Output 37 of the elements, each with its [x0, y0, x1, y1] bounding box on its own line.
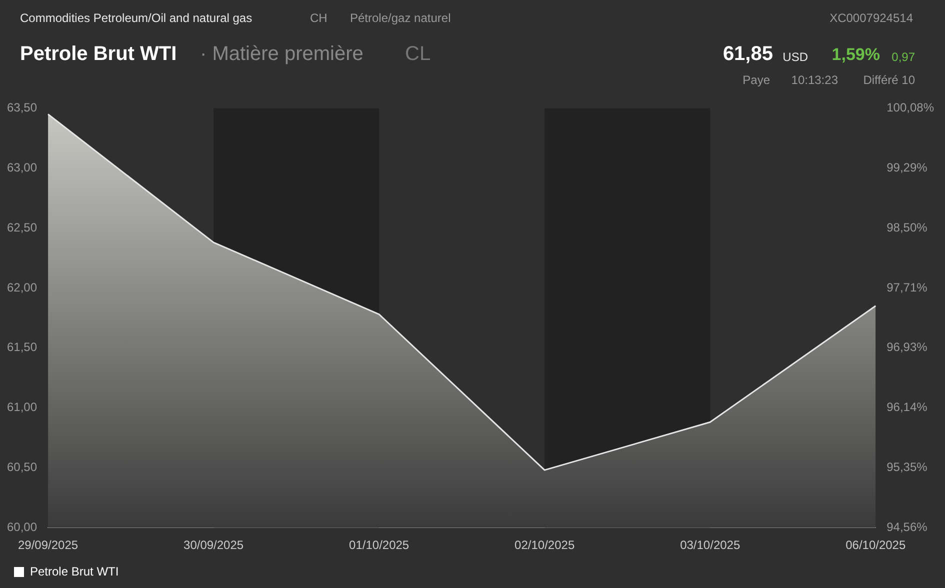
- y-tick-label: 61,50: [7, 340, 38, 354]
- y-tick-label: 60,00: [7, 520, 38, 534]
- y-tick-label: 63,00: [7, 160, 38, 174]
- text: Commodities Petroleum/Oil and natural gas: [20, 11, 252, 25]
- text: CH: [310, 11, 328, 25]
- text: 10:13:23: [791, 73, 838, 87]
- y2-tick-label: 94,56%: [886, 520, 928, 534]
- x-tick-label: 06/10/2025: [846, 538, 906, 552]
- y2-tick-label: 96,93%: [886, 340, 928, 354]
- y-tick-label: 62,00: [7, 280, 38, 294]
- chart-title: Petrole Brut WTI: [20, 43, 177, 66]
- text: USD: [782, 50, 808, 64]
- y2-tick-label: 96,14%: [886, 400, 928, 414]
- y2-tick-label: 98,50%: [886, 220, 928, 235]
- text: Pétrole/gaz naturel: [350, 11, 451, 25]
- x-tick-label: 01/10/2025: [349, 538, 410, 552]
- text: 0,97: [892, 50, 915, 64]
- x-tick-label: 30/09/2025: [184, 538, 244, 552]
- y2-tick-label: 99,29%: [886, 160, 928, 175]
- text: XC0007924514: [830, 11, 913, 25]
- y2-tick-label: 97,71%: [886, 280, 928, 295]
- y-tick-label: 63,50: [7, 100, 38, 115]
- y2-tick-label: 95,35%: [886, 460, 928, 474]
- text: Différé 10: [863, 73, 915, 87]
- x-tick-label: 29/09/2025: [18, 538, 78, 552]
- y-tick-label: 61,00: [7, 400, 38, 414]
- text: 1,59%: [832, 45, 880, 65]
- y-tick-label: 60,50: [7, 460, 38, 474]
- legend-label: Petrole Brut WTI: [30, 564, 119, 578]
- y-tick-label: 62,50: [7, 220, 38, 234]
- chart-subtitle: · Matière première: [200, 43, 364, 66]
- text: Paye: [742, 73, 770, 87]
- text: 61,85: [722, 43, 773, 66]
- text: CL: [405, 43, 431, 66]
- x-tick-label: 03/10/2025: [680, 538, 740, 552]
- y2-tick-label: 100,08%: [886, 100, 934, 115]
- x-tick-label: 02/10/2025: [514, 538, 575, 552]
